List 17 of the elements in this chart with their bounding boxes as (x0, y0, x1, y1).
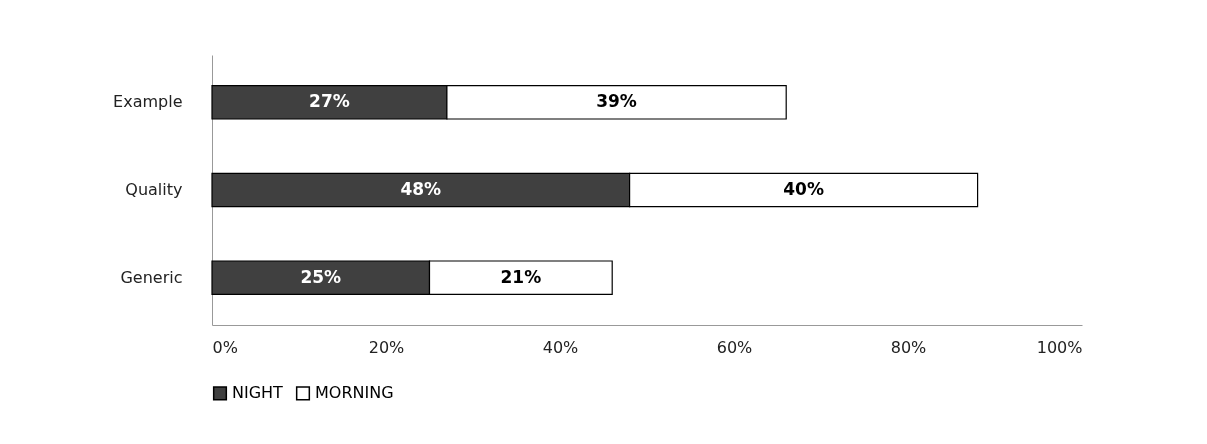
y-tick-label: Quality (125, 180, 183, 199)
y-tick-label: Generic (120, 267, 183, 287)
data-label: 48% (400, 179, 442, 199)
x-tick-label: 40% (542, 337, 579, 357)
x-tick-label: 80% (890, 337, 927, 357)
x-tick-label: 60% (716, 337, 753, 357)
data-label: 40% (783, 179, 824, 199)
y-tick-label: Example (113, 92, 183, 112)
x-tick-label: 100% (1036, 337, 1083, 357)
x-tick-label: 0% (212, 337, 238, 357)
legend-label: MORNING (315, 383, 394, 403)
legend-label: NIGHT (232, 383, 284, 403)
data-label: 27% (309, 91, 350, 112)
data-label: 21% (500, 266, 542, 287)
x-tick-label: 20% (368, 337, 405, 357)
data-label: 25% (300, 266, 342, 287)
data-label: 39% (596, 91, 637, 112)
